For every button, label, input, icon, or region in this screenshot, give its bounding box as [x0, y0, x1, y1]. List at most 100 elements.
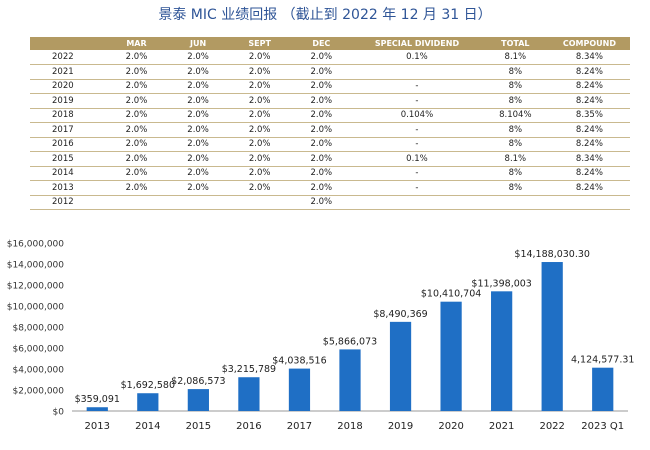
bar-value-label: $4,038,516	[272, 356, 326, 367]
x-tick-label: 2013	[85, 421, 110, 432]
x-tick-label: 2020	[438, 421, 463, 432]
table-cell: 2.0%	[228, 151, 291, 167]
row-year-cell: 2013	[30, 180, 106, 196]
table-cell: 2.0%	[290, 151, 353, 167]
bar-value-label: $359,091	[75, 394, 120, 405]
table-row: 2014 2.0% 2.0% 2.0% 2.0% -8% 8.24%	[30, 166, 630, 181]
table-cell: -	[352, 122, 482, 138]
table-cell: 2.0%	[228, 122, 291, 138]
table-row: 2017 2.0% 2.0% 2.0% 2.0% -8% 8.24%	[30, 122, 630, 138]
header-jun: JUN	[167, 37, 229, 50]
y-tick-label: $16,000,000	[7, 240, 65, 250]
table-cell: 8%	[481, 79, 549, 94]
table-row: 2015 2.0% 2.0% 2.0% 2.0% 0.1% 8.1% 8.34%	[30, 151, 630, 167]
table-cell: 8%	[481, 137, 549, 152]
table-cell: 0.104%	[352, 108, 482, 123]
x-tick-label: 2018	[337, 421, 362, 432]
table-cell: 2.0%	[290, 122, 353, 138]
table-cell: 2.0%	[167, 93, 229, 109]
table-cell: -	[352, 137, 482, 152]
header-special-dividend: SPECIAL DIVIDEND	[352, 37, 482, 50]
table-row: 2019 2.0% 2.0% 2.0% 2.0% -8% 8.24%	[30, 93, 630, 109]
row-year-cell: 2015	[30, 151, 106, 167]
bar	[137, 393, 159, 411]
table-cell: 8%	[481, 180, 549, 196]
y-tick-label: $14,000,000	[7, 261, 65, 271]
table-cell: 8.24%	[548, 93, 630, 109]
bar	[288, 368, 311, 411]
table-header-row: MAR JUN SEPT DEC SPECIAL DIVIDEND TOTAL …	[30, 37, 630, 50]
table-row: 2022 2.0% 2.0% 2.0% 2.0% 0.1% 8.1% 8.34%	[30, 50, 630, 65]
header-dec: DEC	[290, 37, 353, 50]
bar	[491, 291, 513, 411]
table-row: 2016 2.0% 2.0% 2.0% 2.0% -8% 8.24%	[30, 137, 630, 152]
table-cell: 2.0%	[228, 180, 291, 196]
bar	[592, 367, 614, 411]
x-tick-label: 2016	[236, 421, 261, 432]
table-row: 2013 2.0% 2.0% 2.0% 2.0% -8% 8.24%	[30, 180, 630, 196]
table-cell: 8.24%	[548, 137, 630, 152]
table-cell: 2.0%	[290, 166, 353, 181]
header-total: TOTAL	[481, 37, 549, 50]
bar-value-label: 4,124,577.31	[571, 355, 634, 366]
table-cell: -	[352, 93, 482, 109]
chart-area: $0 $2,000,000 $4,000,000 $6,000,000 $8,000,0…	[0, 230, 650, 446]
table-cell: 2.0%	[105, 180, 168, 196]
table-cell: 8%	[481, 122, 549, 138]
y-tick-label: $0	[53, 408, 65, 418]
bar	[187, 389, 209, 411]
table-cell: 2.0%	[228, 93, 291, 109]
table-cell: -	[352, 79, 482, 94]
table-cell: 8.24%	[548, 64, 630, 80]
table-cell: 2.0%	[167, 122, 229, 138]
bar	[339, 349, 361, 411]
row-year-cell: 2017	[30, 122, 106, 138]
table-cell	[105, 195, 168, 210]
table-cell: 2.0%	[167, 50, 229, 65]
table-row: 2012 2.0%	[30, 195, 630, 210]
table-cell: 8%	[481, 93, 549, 109]
table-cell: 2.0%	[167, 151, 229, 167]
table-cell: -	[352, 166, 482, 181]
table-cell	[481, 195, 549, 210]
y-tick-label: $6,000,000	[12, 345, 64, 355]
bar-value-label: $2,086,573	[171, 376, 225, 387]
table-cell	[167, 195, 229, 210]
table-cell: 2.0%	[167, 166, 229, 181]
table-cell: 2.0%	[290, 79, 353, 94]
y-tick-label: $4,000,000	[12, 366, 64, 376]
bar-value-label: $10,410,704	[421, 289, 481, 300]
row-year-cell: 2012	[30, 195, 106, 210]
table-cell: 8.24%	[548, 79, 630, 94]
table-cell: 2.0%	[167, 180, 229, 196]
table-cell: 8.24%	[548, 122, 630, 138]
bar	[86, 407, 108, 411]
table-cell: 2.0%	[167, 137, 229, 152]
table-row: 2018 2.0% 2.0% 2.0% 2.0% 0.104% 8.104% 8.35%	[30, 108, 630, 123]
y-tick-label: $10,000,000	[7, 303, 65, 313]
page-title: 景泰 MIC 业绩回报 （截止到 2022 年 12 月 31 日）	[158, 7, 492, 23]
table-cell: 2.0%	[105, 108, 168, 123]
bar-chart: $0 $2,000,000 $4,000,000 $6,000,000 $8,000,0…	[7, 240, 635, 433]
table-cell: 2.0%	[290, 137, 353, 152]
table-cell: 8.104%	[481, 108, 549, 123]
table-cell: 2.0%	[105, 79, 168, 94]
table-cell: 2.0%	[105, 137, 168, 152]
table-cell: 8%	[481, 64, 549, 80]
table-cell: 8.24%	[548, 166, 630, 181]
table-cell	[352, 64, 482, 80]
row-year-cell: 2019	[30, 93, 106, 109]
header-sept: SEPT	[228, 37, 291, 50]
table-cell: 8.24%	[548, 180, 630, 196]
table-cell	[228, 195, 291, 210]
table-cell: 8.1%	[481, 50, 549, 65]
header-year	[30, 37, 106, 50]
bar-value-label: $3,215,789	[222, 364, 276, 375]
bar-value-label: $14,188,030.30	[514, 249, 590, 260]
table-cell: 2.0%	[228, 50, 291, 65]
table-cell: 2.0%	[290, 64, 353, 80]
x-tick-label: 2019	[388, 421, 413, 432]
bar-value-label: $5,866,073	[323, 336, 377, 347]
bar	[238, 377, 260, 411]
row-year-cell: 2014	[30, 166, 106, 181]
